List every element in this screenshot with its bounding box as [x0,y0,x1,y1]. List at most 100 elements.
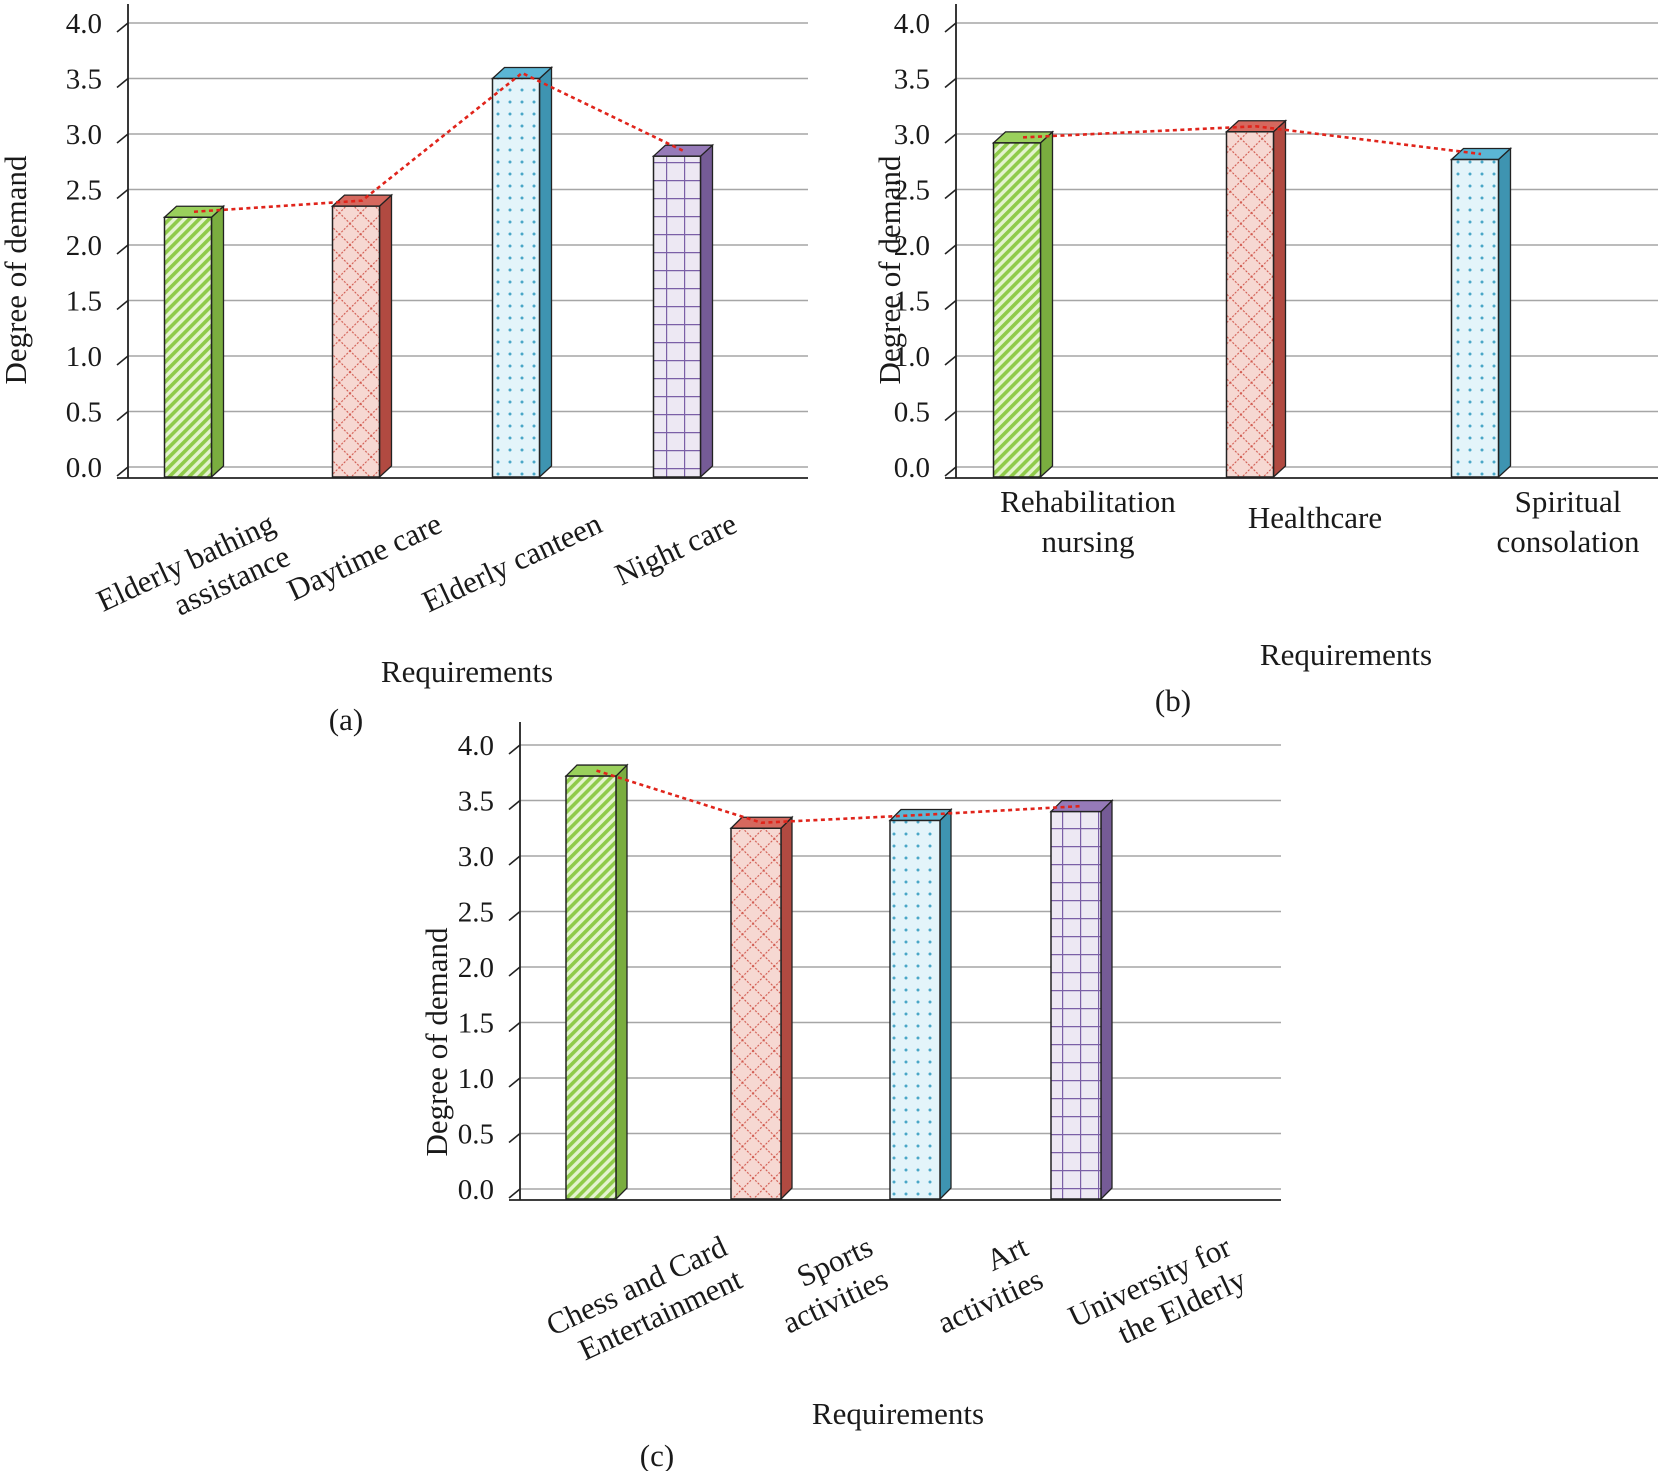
y-tick [508,1188,521,1199]
category-label-line: Elderly canteen [417,505,608,619]
panel-b-ylabel: Degree of demand [872,155,907,384]
y-tick-label: 0.5 [894,397,930,429]
y-tick-label: 1.0 [894,341,930,373]
bar-1 [162,204,226,479]
y-tick-label: 0.0 [458,1174,494,1206]
trend-line [193,71,684,214]
y-tick-label: 0.0 [66,452,102,484]
panel-b: Degree of demand Requirements (b) [872,155,1432,718]
bar-4 [651,143,715,479]
bar-front [1225,131,1275,478]
chart-panel-2: 0.0 0.5 1.0 1.5 2.0 2.5 3.0 3.5 4.0 Chess and Car… [458,722,1281,1375]
y-tick-label: 1.5 [66,286,102,318]
panel-b-xlabel: Requirements [1260,637,1432,672]
trend-line [1022,124,1482,156]
bar-side [210,204,225,479]
y-tick [944,410,957,422]
category-label: Chess and CardEntertainment [541,1228,748,1375]
category-label-line: Spiritual [1515,484,1622,519]
y-tick-label: 2.0 [894,230,930,262]
y-tick-label: 2.5 [458,897,494,929]
y-tick [508,1132,521,1144]
category-label: Elderly canteen [417,505,608,619]
y-tick-label: 3.0 [66,119,102,151]
y-tick-label: 3.0 [894,119,930,151]
category-label-line: consolation [1497,524,1640,559]
y-tick-label: 4.0 [894,8,930,40]
y-tick-label: 3.5 [66,64,102,96]
panel-c-ylabel: Degree of demand [419,927,454,1156]
category-label: Healthcare [1248,500,1382,535]
y-tick [944,299,957,311]
panel-b-label: (b) [1155,683,1191,718]
y-tick-label: 1.5 [894,286,930,318]
y-tick [508,744,521,755]
bar-front [491,77,541,478]
bar-side [1039,130,1054,479]
category-label-line: activities [932,1261,1048,1340]
bar-side [699,143,714,479]
bar-3 [888,807,953,1201]
bar-side [1272,119,1287,479]
y-tick-label: 1.5 [458,1008,494,1040]
panel-c-xlabel: Requirements [812,1396,984,1431]
category-label: Spiritual consolation [1497,484,1640,559]
y-tick-label: 2.5 [894,175,930,207]
y-tick [116,22,129,33]
bar-side [538,66,553,479]
bar-4 [1049,799,1114,1201]
y-tick [116,77,129,89]
y-tick [944,133,957,144]
y-tick-label: 0.5 [458,1119,494,1151]
y-tick [508,966,521,977]
y-tick [116,133,129,144]
y-tick-label: 3.5 [458,786,494,818]
y-tick-label: 1.0 [66,341,102,373]
y-tick [116,410,129,422]
category-label: Artactivities [917,1228,1049,1340]
y-tick [944,466,957,477]
y-tick [508,855,521,866]
category-label-line: Rehabilitation [1000,484,1176,519]
bar-3 [490,66,554,479]
y-tick-label: 0.0 [894,452,930,484]
bar-side [939,807,952,1201]
category-label: Sportsactivities [762,1229,893,1341]
category-label: Night care [609,506,742,593]
y-tick-label: 4.0 [66,8,102,40]
bar-2 [330,193,394,479]
panel-a-label: (a) [329,702,363,737]
y-tick-label: 0.5 [66,397,102,429]
y-tick [944,355,957,366]
bar-front [730,827,782,1200]
y-tick-label: 3.0 [458,841,494,873]
category-label: University forthe Elderly [1063,1228,1252,1366]
bar-side [1497,147,1512,479]
bar-front [331,205,381,478]
y-tick [116,244,129,255]
category-label-line: nursing [1042,524,1135,559]
panel-a-ylabel: Degree of demand [0,155,33,384]
panel-a-xlabel: Requirements [381,654,553,689]
panel-c-label: (c) [640,1438,674,1471]
y-tick [944,188,957,200]
bar-front [1050,810,1102,1200]
bar-side [1100,799,1113,1201]
bar-2 [729,815,794,1201]
y-tick [116,188,129,200]
category-label-line: Healthcare [1248,500,1382,535]
y-tick [116,355,129,366]
bar-1 [991,130,1055,479]
bar-side [378,193,393,479]
y-tick-label: 2.5 [66,175,102,207]
chart-panel-1: 0.0 0.5 1.0 1.5 2.0 2.5 3.0 3.5 4.0 Rehabilitatio… [894,4,1658,559]
panel-a: Degree of demand Requirements (a) [0,155,553,737]
y-tick [116,466,129,477]
bar-front [1450,158,1500,478]
category-label: Rehabilitation nursing [1000,484,1176,559]
y-tick-label: 2.0 [458,952,494,984]
panel-c: Degree of demand Requirements (c) [419,927,984,1471]
y-tick-label: 2.0 [66,230,102,262]
bar-front [992,142,1042,478]
bar-side [615,763,628,1201]
